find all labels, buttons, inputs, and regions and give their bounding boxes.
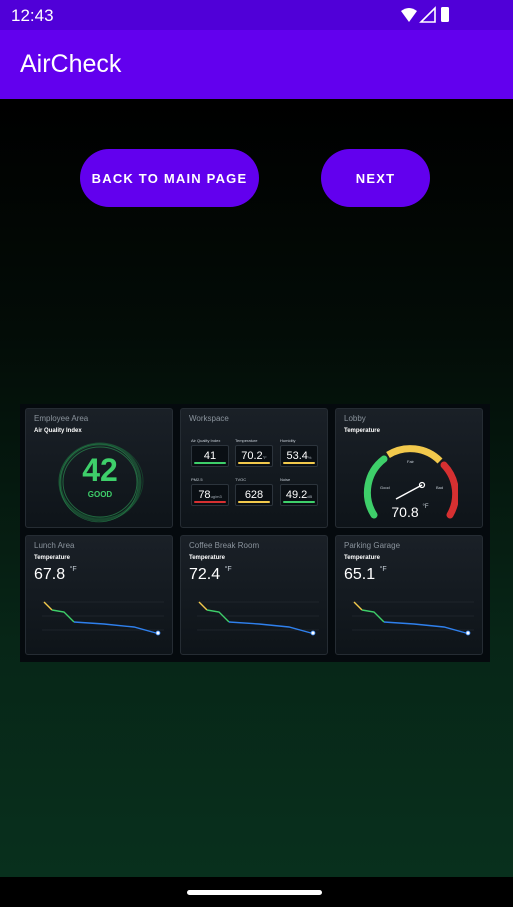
status-bar-good xyxy=(283,501,315,503)
card-parking-garage: Parking Garage Temperature 65.1 °F xyxy=(335,535,483,655)
metric-label: Noise xyxy=(280,477,291,482)
back-to-main-page-button[interactable]: BACK TO MAIN PAGE xyxy=(80,149,259,207)
metric-noise: Noise 49.2dB xyxy=(280,477,318,507)
metric-label: TVOC xyxy=(235,477,247,482)
status-bar-good xyxy=(194,462,226,464)
metric-aqi: Air Quality Index 41 xyxy=(191,438,229,468)
metric-label: Humidity xyxy=(280,438,296,443)
card-title: Coffee Break Room xyxy=(189,541,260,550)
card-lunch-area: Lunch Area Temperature 67.8 °F xyxy=(25,535,173,655)
metric-unit: ug/m3 xyxy=(210,494,222,499)
metric-pm25: PM2.5 78ug/m3 xyxy=(191,477,229,507)
aqi-value: 42 xyxy=(82,452,118,488)
metric-tvoc: TVOC 628 xyxy=(235,477,273,507)
status-bar-warn xyxy=(283,462,315,464)
card-title: Workspace xyxy=(189,414,229,423)
gauge-label-fair: Fair xyxy=(407,459,414,464)
temperature-value: 72.4 °F xyxy=(189,566,232,583)
app-title: AirCheck xyxy=(20,50,122,78)
aqi-status: GOOD xyxy=(87,490,113,499)
metric-value: 628 xyxy=(244,489,264,501)
temperature-value: 67.8 °F xyxy=(34,566,77,583)
metric-unit: % xyxy=(307,455,312,460)
metric-value: 41 xyxy=(203,450,217,462)
temperature-line-chart xyxy=(197,601,319,636)
card-employee-area: Employee Area Air Quality Index 42 GOOD xyxy=(25,408,173,528)
metric-value: 78 xyxy=(198,489,211,501)
app-bar: AirCheck xyxy=(0,30,513,99)
gauge-label-bad: Bad xyxy=(436,485,444,490)
card-subtitle: Temperature xyxy=(344,555,380,561)
gauge-label-good: Good xyxy=(380,485,390,490)
card-subtitle: Temperature xyxy=(34,555,70,561)
metric-label: Temperature xyxy=(235,438,258,443)
card-subtitle: Temperature xyxy=(344,428,380,434)
card-lobby: Lobby Temperature Good Fair Bad 70.8 °F xyxy=(335,408,483,528)
metric-label: Air Quality Index xyxy=(191,438,221,443)
card-title: Lunch Area xyxy=(34,541,75,550)
wifi-icon xyxy=(401,8,417,22)
metric-value: 49.2 xyxy=(285,489,308,501)
metric-temperature: Temperature 70.2°F xyxy=(235,438,273,468)
temperature-gauge xyxy=(363,445,458,519)
card-title: Lobby xyxy=(344,414,366,423)
next-button[interactable]: NEXT xyxy=(321,149,430,207)
main-content: BACK TO MAIN PAGE NEXT Employee Area Air… xyxy=(0,99,513,877)
card-title: Employee Area xyxy=(34,414,89,423)
navigation-bar xyxy=(0,877,513,907)
aqi-ring xyxy=(58,442,144,523)
status-time: 12:43 xyxy=(11,6,54,25)
metric-unit: dB xyxy=(307,494,313,499)
temperature-value: 65.1 °F xyxy=(344,566,387,583)
gauge-value: 70.8 °F xyxy=(391,504,429,520)
card-title: Parking Garage xyxy=(344,541,401,550)
card-workspace: Workspace Air Quality Index 41 Temperatu… xyxy=(180,408,328,528)
metric-label: PM2.5 xyxy=(191,477,203,482)
metric-unit: °F xyxy=(262,455,267,460)
card-subtitle: Temperature xyxy=(189,555,225,561)
status-icons xyxy=(401,6,449,23)
status-bar-warn xyxy=(238,462,270,464)
card-coffee-break-room: Coffee Break Room Temperature 72.4 °F xyxy=(180,535,328,655)
metric-value: 70.2 xyxy=(241,450,263,462)
temperature-line-chart xyxy=(42,601,164,636)
metric-humidity: Humidity 53.4% xyxy=(280,438,318,468)
temperature-line-chart xyxy=(352,601,474,636)
metric-value: 53.4 xyxy=(286,450,308,462)
home-gesture-handle[interactable] xyxy=(187,890,322,895)
status-bar: 12:43 xyxy=(0,0,513,30)
status-bar-warn xyxy=(238,501,270,503)
dashboard-image: Employee Area Air Quality Index 42 GOOD … xyxy=(20,404,490,662)
status-bar-bad xyxy=(194,501,226,503)
signal-icon xyxy=(419,6,436,23)
card-subtitle: Air Quality Index xyxy=(34,428,82,434)
battery-icon xyxy=(441,7,449,22)
